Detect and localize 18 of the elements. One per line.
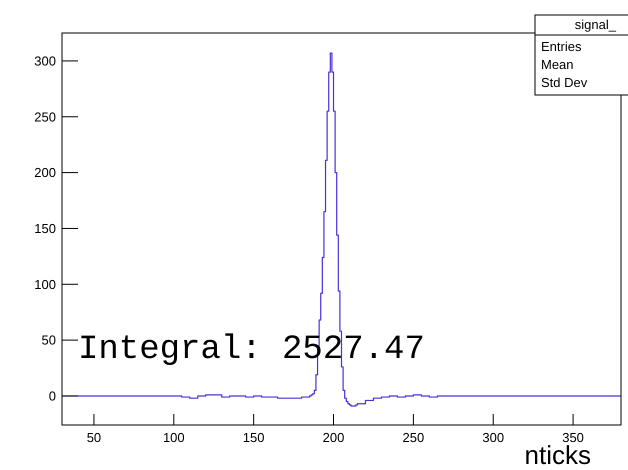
y-tick-label: 200 [34,165,56,180]
y-tick-label: 100 [34,276,56,292]
y-tick-label: 0 [48,388,56,404]
x-tick-label: 50 [86,430,102,445]
annotation: Mean [541,57,574,72]
x-tick-label: 300 [482,430,504,445]
x-tick-label: 250 [402,430,424,445]
chart-title: signal_ [574,17,617,32]
annotation: Std Dev [541,75,588,90]
x-tick-label: 150 [242,430,265,445]
x-tick-label: 350 [562,430,584,445]
x-tick-label: 100 [162,430,185,445]
y-tick-label: 50 [42,332,56,348]
y-tick-label: 150 [34,220,56,236]
annotation: Entries [541,39,582,54]
x-tick-label: 200 [322,430,344,445]
y-tick-label: 250 [34,109,56,124]
y-tick-label: 300 [34,53,56,68]
